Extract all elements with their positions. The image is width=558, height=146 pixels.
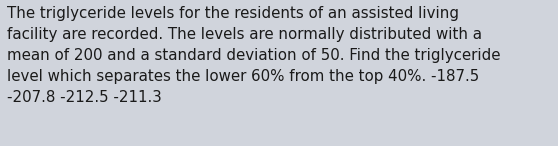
Text: The triglyceride levels for the residents of an assisted living
facility are rec: The triglyceride levels for the resident… xyxy=(7,6,500,105)
